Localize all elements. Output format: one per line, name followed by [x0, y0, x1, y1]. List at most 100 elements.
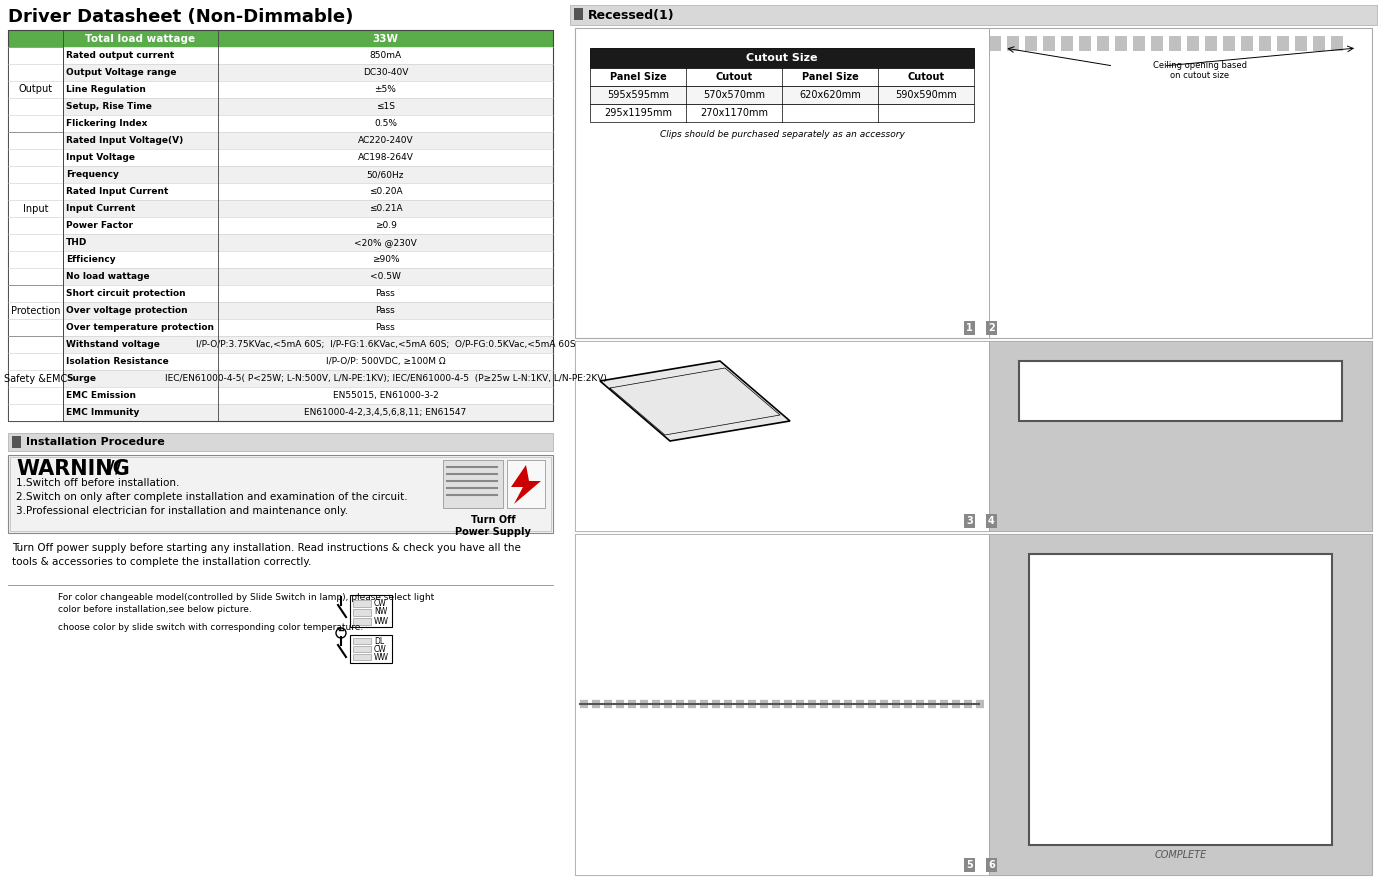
Bar: [1313, 36, 1325, 51]
Bar: [8, 433, 553, 451]
Bar: [352, 618, 370, 625]
Text: Pass: Pass: [376, 289, 395, 298]
Bar: [1151, 36, 1164, 51]
Bar: [8, 132, 64, 149]
Bar: [1241, 36, 1253, 51]
Bar: [1097, 36, 1110, 51]
Bar: [1205, 36, 1218, 51]
Bar: [590, 86, 974, 104]
Text: Panel Size: Panel Size: [609, 72, 666, 82]
Text: choose color by slide switch with corresponding color temperature.: choose color by slide switch with corres…: [58, 623, 363, 632]
Text: Line Regulation: Line Regulation: [66, 85, 146, 94]
Text: ≥90%: ≥90%: [372, 255, 399, 264]
Bar: [1331, 36, 1343, 51]
Bar: [1030, 554, 1332, 845]
Bar: [569, 5, 1376, 25]
Text: Power Factor: Power Factor: [66, 221, 133, 230]
Text: 595x595mm: 595x595mm: [607, 90, 669, 100]
Text: 620x620mm: 620x620mm: [799, 90, 861, 100]
Text: Total load wattage: Total load wattage: [86, 33, 196, 43]
Bar: [350, 635, 392, 663]
Bar: [8, 200, 64, 217]
Text: 4: 4: [988, 516, 995, 526]
Text: WARNING: WARNING: [17, 459, 130, 479]
Text: No load wattage: No load wattage: [66, 272, 149, 281]
Text: Output Voltage range: Output Voltage range: [66, 68, 177, 77]
Bar: [352, 638, 370, 644]
Bar: [218, 336, 553, 353]
Bar: [64, 64, 218, 81]
Text: 0.5%: 0.5%: [375, 119, 397, 128]
Bar: [590, 48, 974, 68]
Bar: [8, 30, 218, 47]
Text: DC30-40V: DC30-40V: [363, 68, 408, 77]
Bar: [64, 200, 218, 217]
Bar: [218, 387, 553, 404]
Text: Input Current: Input Current: [66, 204, 135, 213]
Bar: [1277, 36, 1289, 51]
Bar: [218, 251, 553, 268]
Text: WW: WW: [375, 617, 388, 626]
Bar: [218, 64, 553, 81]
Bar: [64, 387, 218, 404]
Text: CW: CW: [375, 644, 387, 654]
Bar: [8, 234, 64, 251]
Text: Setup, Rise Time: Setup, Rise Time: [66, 102, 152, 111]
Text: Installation Procedure: Installation Procedure: [26, 437, 164, 447]
Text: /: /: [108, 458, 115, 476]
Text: 3.Professional electrician for installation and maintenance only.: 3.Professional electrician for installat…: [17, 506, 348, 516]
Bar: [1079, 36, 1092, 51]
Bar: [1295, 36, 1307, 51]
Text: Rated output current: Rated output current: [66, 51, 174, 60]
Bar: [64, 268, 218, 285]
Bar: [575, 28, 1372, 338]
Bar: [590, 68, 974, 86]
Circle shape: [336, 628, 346, 638]
Text: 1: 1: [966, 323, 973, 333]
Bar: [218, 98, 553, 115]
Bar: [64, 47, 218, 64]
Text: Ceiling opening based
on cutout size: Ceiling opening based on cutout size: [1153, 61, 1247, 80]
Text: Over voltage protection: Over voltage protection: [66, 306, 188, 315]
Bar: [8, 30, 553, 47]
Bar: [8, 285, 64, 336]
Bar: [8, 353, 64, 370]
Bar: [1133, 36, 1146, 51]
Bar: [64, 98, 218, 115]
Text: Pass: Pass: [376, 306, 395, 315]
Bar: [8, 285, 64, 302]
Text: Cutout Size: Cutout Size: [746, 53, 818, 63]
Bar: [218, 47, 553, 64]
Bar: [575, 534, 1372, 875]
Text: Short circuit protection: Short circuit protection: [66, 289, 185, 298]
Bar: [64, 353, 218, 370]
Text: 33W: 33W: [373, 33, 398, 43]
Bar: [8, 30, 553, 421]
Bar: [218, 132, 553, 149]
Text: AC198-264V: AC198-264V: [358, 153, 413, 162]
Bar: [218, 302, 553, 319]
Bar: [218, 166, 553, 183]
Bar: [8, 302, 64, 319]
Bar: [8, 183, 64, 200]
Bar: [64, 319, 218, 336]
Text: <0.5W: <0.5W: [370, 272, 401, 281]
Bar: [990, 36, 1002, 51]
Bar: [64, 149, 218, 166]
Text: 5: 5: [966, 860, 973, 870]
Text: /: /: [115, 458, 122, 476]
Text: 850mA: 850mA: [369, 51, 402, 60]
Bar: [352, 646, 370, 652]
Polygon shape: [511, 465, 540, 504]
Bar: [64, 234, 218, 251]
Text: Efficiency: Efficiency: [66, 255, 116, 264]
Polygon shape: [600, 361, 791, 441]
Bar: [218, 319, 553, 336]
Text: Over temperature protection: Over temperature protection: [66, 323, 214, 332]
Bar: [8, 319, 64, 336]
Bar: [8, 166, 64, 183]
Bar: [507, 460, 545, 508]
Bar: [218, 404, 553, 421]
Bar: [1115, 36, 1128, 51]
Bar: [1169, 36, 1182, 51]
